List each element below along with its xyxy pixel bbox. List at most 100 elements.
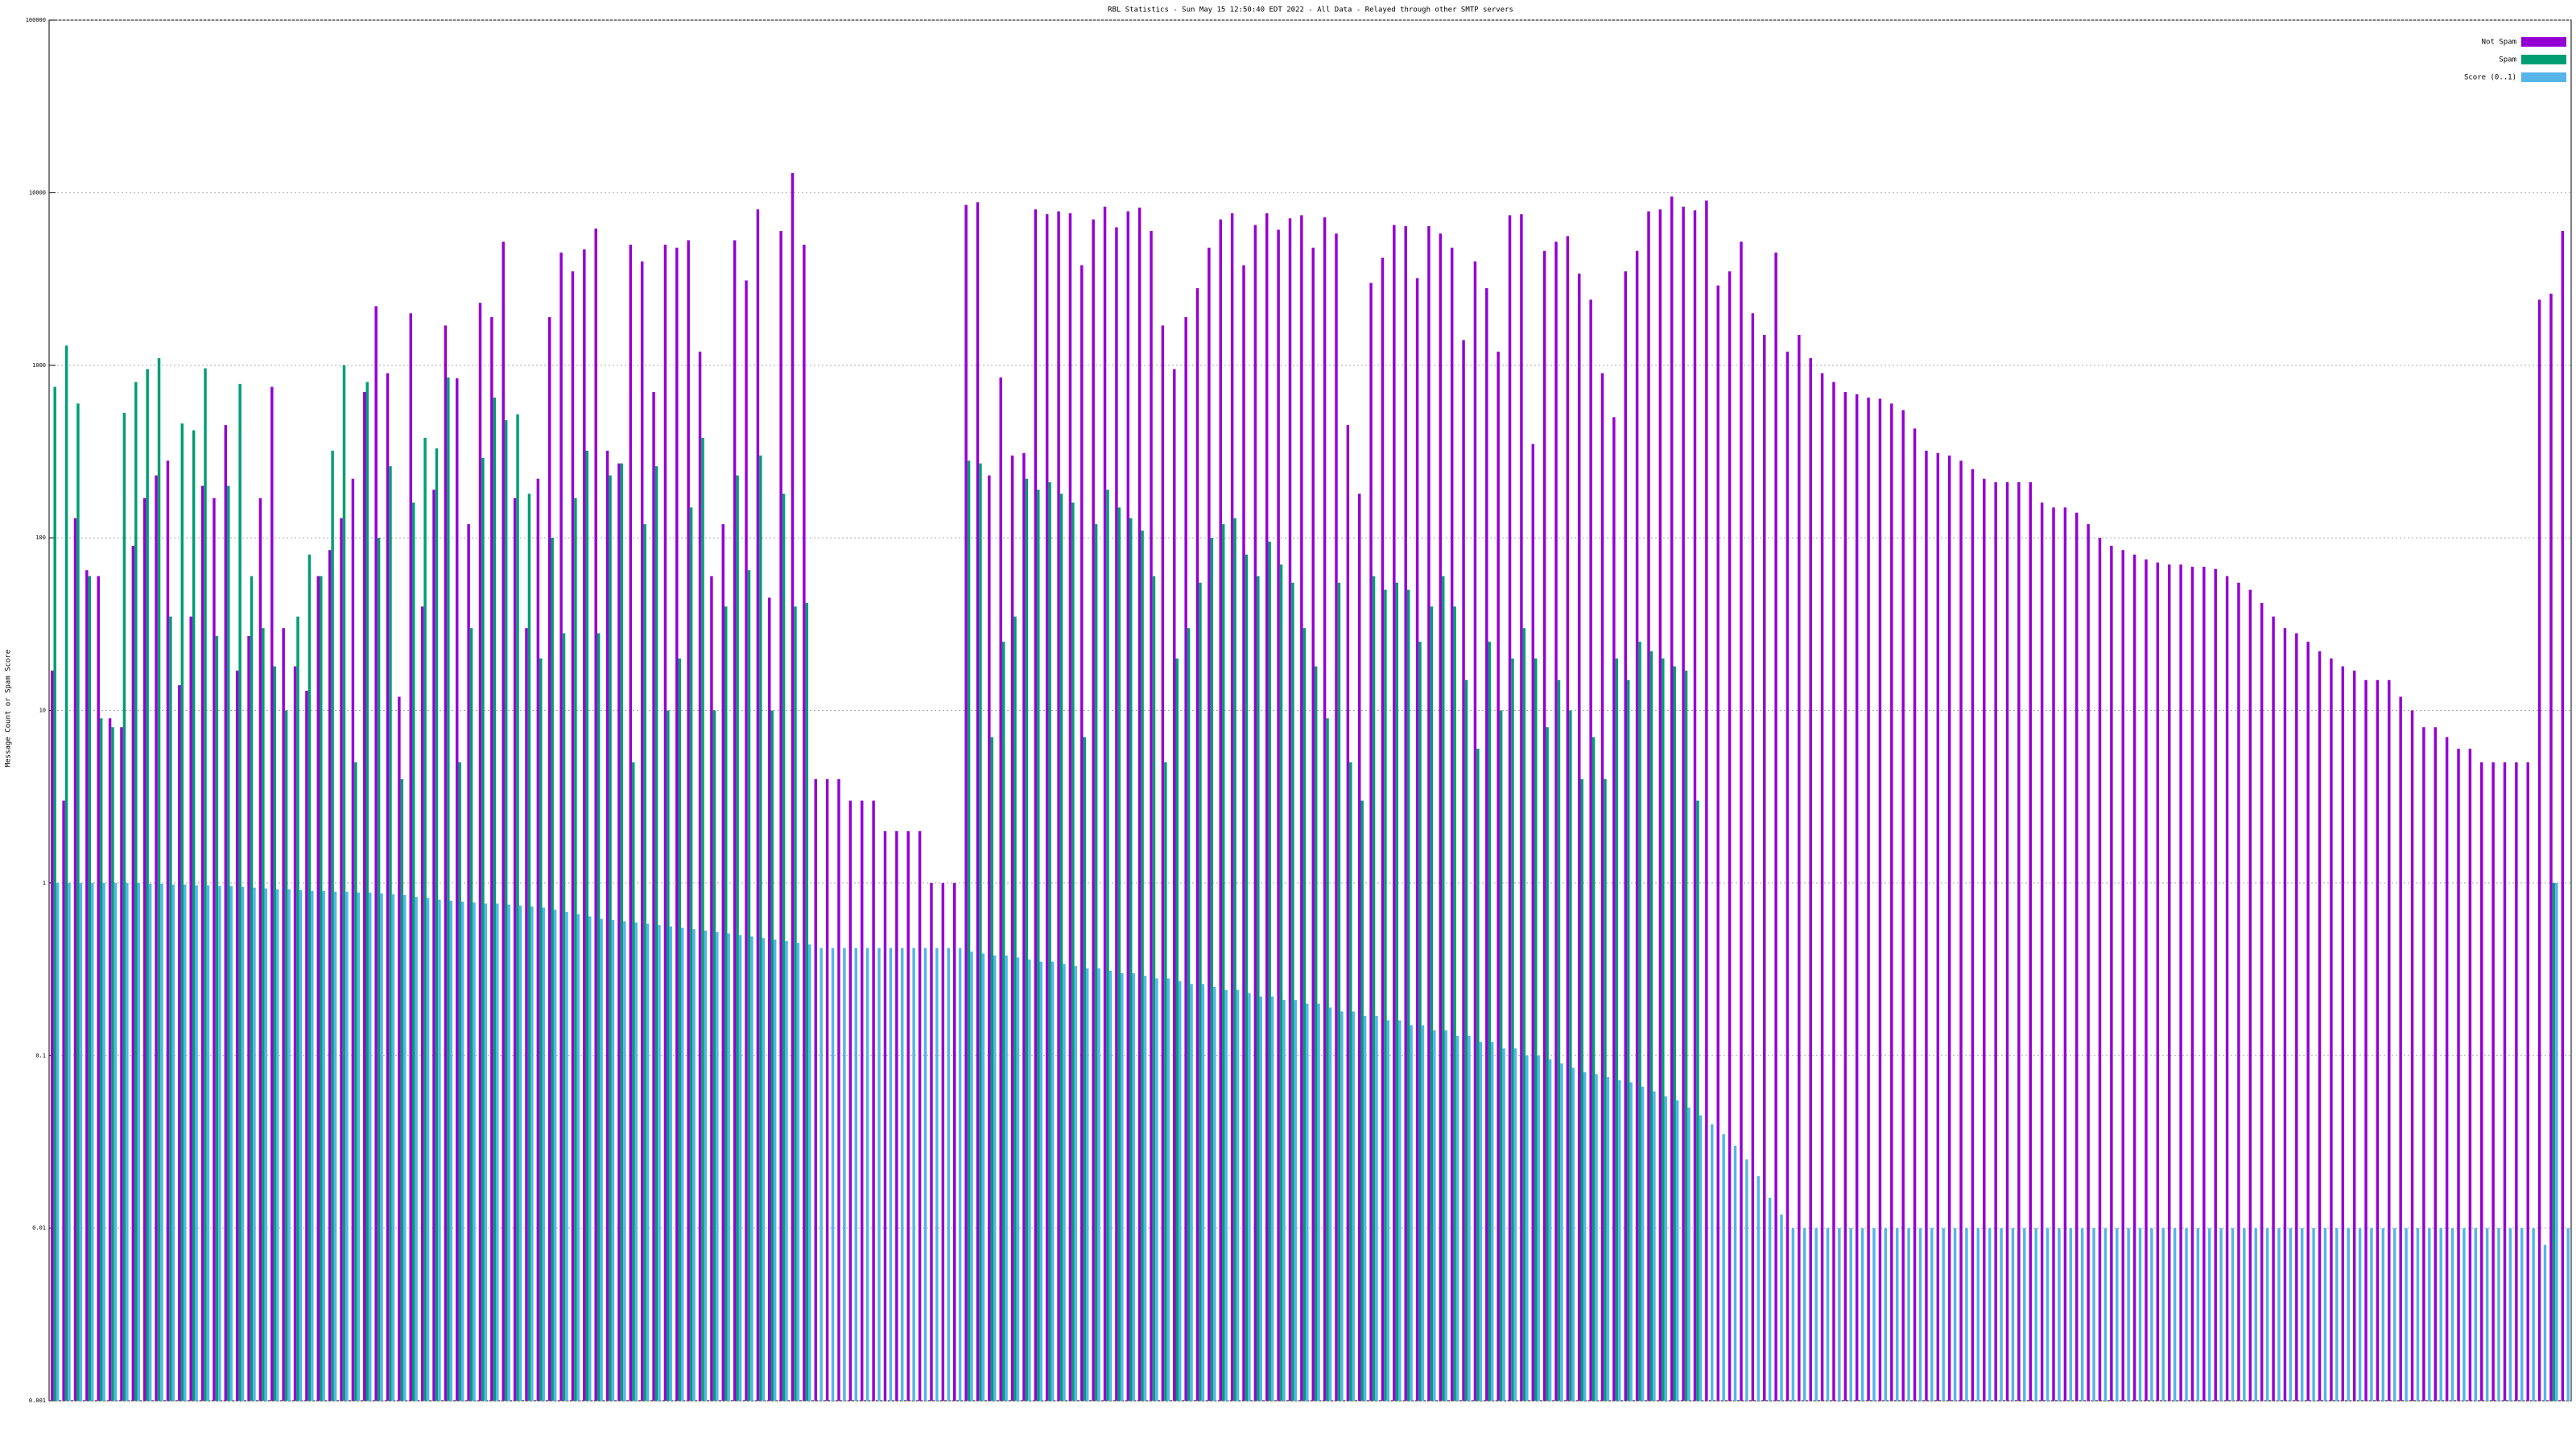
bar — [687, 240, 690, 1401]
bar — [1615, 658, 1619, 1401]
bar — [1662, 658, 1665, 1401]
bar — [1352, 1011, 1355, 1401]
bar — [224, 425, 228, 1402]
bar — [200, 485, 204, 1401]
bar — [2017, 482, 2021, 1401]
bar — [964, 204, 968, 1401]
bar — [1745, 1159, 1748, 1401]
bar — [2552, 882, 2556, 1401]
bar — [227, 485, 230, 1401]
bar — [114, 882, 118, 1401]
bar — [2103, 1228, 2107, 1401]
bar — [122, 412, 126, 1401]
bar — [930, 882, 933, 1401]
bar — [2034, 1228, 2037, 1401]
bar — [1534, 658, 1538, 1401]
bar — [1132, 972, 1135, 1401]
bar — [762, 938, 766, 1401]
bar — [148, 883, 152, 1401]
bar — [363, 391, 366, 1401]
bar — [1826, 1228, 1830, 1401]
chart-title: RBL Statistics - Sun May 15 12:50:40 EDT… — [1108, 6, 1513, 14]
bar — [204, 368, 207, 1402]
y-tick-label: 0.1 — [35, 1052, 46, 1059]
bar — [1230, 213, 1234, 1402]
bar — [1442, 576, 1445, 1401]
bar — [308, 554, 312, 1401]
bar — [574, 497, 577, 1401]
bar — [993, 955, 997, 1401]
bar — [600, 919, 603, 1401]
bar — [1245, 554, 1249, 1401]
bar — [73, 518, 77, 1401]
bar — [2121, 550, 2124, 1401]
bar — [1838, 1228, 1841, 1401]
bar — [2116, 1228, 2119, 1401]
y-tick-label: 1 — [43, 880, 46, 886]
bar — [2537, 299, 2541, 1402]
bar — [652, 391, 655, 1401]
bar — [623, 921, 626, 1401]
bar — [469, 628, 473, 1401]
bar — [270, 386, 274, 1402]
bar — [1178, 980, 1182, 1401]
bar — [530, 906, 534, 1401]
bar — [296, 616, 299, 1401]
bar — [1658, 209, 1662, 1401]
legend-label: Score (0..1) — [2464, 74, 2516, 82]
bar — [1034, 209, 1038, 1401]
bar — [1427, 225, 1430, 1401]
bar — [736, 475, 739, 1401]
bar — [322, 890, 325, 1401]
bar — [2410, 710, 2414, 1401]
bar — [1208, 247, 1211, 1401]
bar — [88, 576, 92, 1401]
bar — [111, 727, 114, 1401]
bar — [698, 351, 702, 1401]
bar — [1525, 1055, 1529, 1401]
bar — [632, 762, 635, 1401]
bar — [1010, 455, 1014, 1402]
bar — [1522, 628, 1526, 1401]
bar — [97, 576, 100, 1401]
bar — [180, 423, 184, 1401]
bar — [1450, 247, 1454, 1401]
bar — [331, 450, 334, 1401]
bar — [1270, 996, 1274, 1401]
bar — [551, 538, 554, 1401]
bar — [663, 244, 667, 1401]
bar — [1092, 219, 1095, 1401]
bar — [2029, 482, 2032, 1401]
bar — [1895, 1228, 1899, 1401]
bar — [1302, 628, 1307, 1401]
bar — [398, 696, 401, 1401]
bar — [1395, 582, 1399, 1401]
bar — [1404, 225, 1407, 1401]
bar — [1832, 382, 1835, 1401]
bar — [2052, 507, 2055, 1401]
bar — [284, 710, 288, 1401]
bar — [1693, 210, 1697, 1402]
bar — [438, 899, 441, 1401]
bar — [391, 894, 395, 1401]
legend-swatch — [2521, 55, 2566, 64]
bar — [2376, 679, 2380, 1401]
bar — [629, 244, 633, 1401]
bar — [2087, 524, 2090, 1401]
bar — [328, 550, 332, 1401]
bar — [516, 414, 519, 1401]
bar — [1439, 233, 1443, 1402]
bar — [2474, 1228, 2478, 1401]
bar — [2254, 1228, 2257, 1401]
bar — [843, 947, 846, 1401]
bar — [2080, 1228, 2084, 1401]
bar — [1022, 452, 1026, 1401]
bar — [400, 778, 404, 1401]
bar — [415, 897, 418, 1401]
bar — [2145, 559, 2148, 1402]
bar — [701, 437, 704, 1401]
bar — [918, 831, 922, 1401]
bar — [716, 931, 719, 1401]
y-tick-label: 100000 — [26, 17, 46, 23]
bar — [490, 316, 493, 1401]
